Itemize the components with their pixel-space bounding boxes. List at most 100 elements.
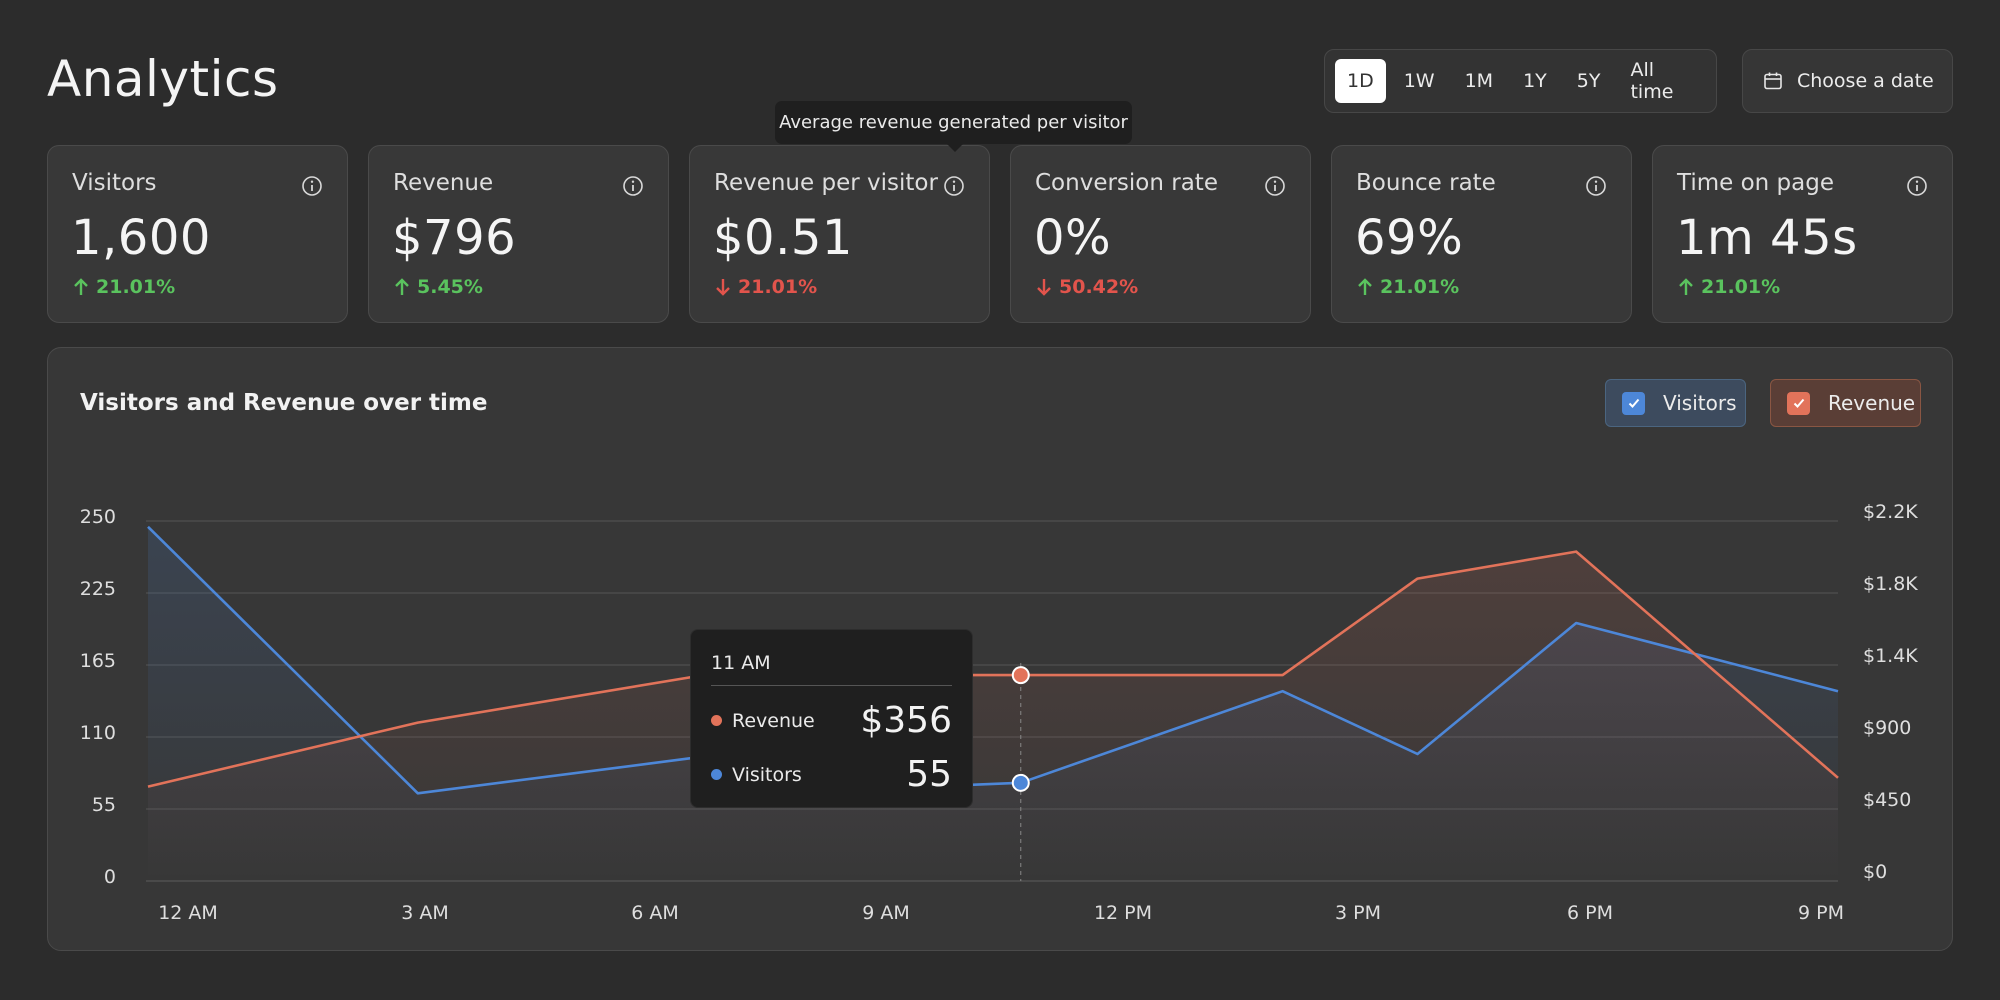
info-icon[interactable] (1264, 175, 1286, 197)
data-point-tooltip: 11 AM Revenue $356 Visitors 55 (690, 629, 973, 808)
y-right-tick-label: $1.8K (1863, 573, 1918, 595)
x-tick-label: 12 AM (158, 902, 218, 924)
line-chart[interactable]: 250 225 165 110 55 0 $2.2K $1.8K $1.4K $900 $450 $0… (48, 348, 1954, 952)
info-icon[interactable] (1906, 175, 1928, 197)
info-icon[interactable] (943, 175, 965, 197)
tooltip-visitors-label: Visitors (732, 763, 802, 786)
arrow-down-icon (714, 277, 732, 297)
x-tick-label: 9 PM (1798, 902, 1844, 924)
x-tick-label: 6 AM (631, 902, 679, 924)
chart-title: Visitors and Revenue over time (80, 390, 488, 416)
x-tick-label: 6 PM (1567, 902, 1613, 924)
tooltip-revenue-value: $356 (860, 700, 952, 741)
legend-visitors-label: Visitors (1663, 391, 1737, 415)
metric-label: Conversion rate (1035, 170, 1218, 196)
arrow-up-icon (1677, 277, 1695, 297)
range-button-1d[interactable]: 1D (1335, 59, 1386, 103)
y-left-tick-label: 225 (80, 578, 116, 600)
legend-revenue-label: Revenue (1828, 391, 1916, 415)
metric-delta-value: 50.42% (1059, 276, 1139, 298)
metric-cards: Visitors 1,600 21.01% Revenue $796 5.45% Reven… (47, 145, 1953, 323)
x-tick-label: 12 PM (1094, 902, 1152, 924)
metric-card-time-on-page: Time on page 1m 45s 21.01% (1652, 145, 1953, 323)
metric-label: Time on page (1677, 170, 1835, 196)
legend-toggle-revenue[interactable]: Revenue (1770, 379, 1921, 427)
y-left-tick-label: 165 (80, 650, 116, 672)
y-left-tick-label: 55 (92, 794, 116, 816)
tooltip-revenue-row: Revenue $356 (711, 700, 952, 741)
checkbox-checked-icon (1622, 391, 1645, 415)
y-left-tick-label: 110 (80, 722, 116, 744)
chart-card: Visitors and Revenue over time Visitors … (47, 347, 1953, 951)
metric-value: 1,600 (71, 210, 211, 266)
metric-card-revenue: Revenue $796 5.45% (368, 145, 669, 323)
arrow-up-icon (393, 277, 411, 297)
tooltip-visitors-value: 55 (906, 754, 952, 795)
metric-value: 0% (1034, 210, 1112, 266)
y-right-tick-label: $1.4K (1863, 645, 1918, 667)
tooltip-revenue-label: Revenue (732, 709, 815, 732)
metric-delta-value: 5.45% (417, 276, 483, 298)
choose-date-button[interactable]: Choose a date (1742, 49, 1953, 113)
tooltip-visitors-row: Visitors 55 (711, 754, 952, 795)
visitors-dot-icon (711, 769, 722, 780)
range-button-1w[interactable]: 1W (1403, 70, 1435, 92)
calendar-icon (1764, 72, 1782, 90)
metric-label: Visitors (72, 170, 157, 196)
revenue-hover-marker (1011, 666, 1030, 685)
range-button-5y[interactable]: 5Y (1576, 70, 1601, 92)
metric-card-bounce-rate: Bounce rate 69% 21.01% (1331, 145, 1632, 323)
y-right-tick-label: $2.2K (1863, 501, 1918, 523)
legend-toggle-visitors[interactable]: Visitors (1605, 379, 1746, 427)
revenue-area (148, 551, 1838, 881)
metric-delta: 21.01% (1356, 276, 1459, 298)
metric-value: 69% (1355, 210, 1464, 266)
tooltip-caret (947, 144, 963, 152)
metric-delta: 21.01% (72, 276, 175, 298)
metric-delta: 50.42% (1035, 276, 1138, 298)
range-button-1m[interactable]: 1M (1464, 70, 1494, 92)
info-tooltip: Average revenue generated per visitor (775, 101, 1132, 152)
metric-delta: 21.01% (1677, 276, 1780, 298)
metric-delta-value: 21.01% (1380, 276, 1460, 298)
info-icon[interactable] (301, 175, 323, 197)
x-tick-label: 9 AM (862, 902, 910, 924)
y-right-tick-label: $450 (1863, 789, 1911, 811)
metric-value: 1m 45s (1676, 210, 1858, 266)
info-tooltip-text: Average revenue generated per visitor (779, 112, 1128, 133)
revenue-dot-icon (711, 715, 722, 726)
metric-card-revenue-per-visitor: Revenue per visitor $0.51 21.01% (689, 145, 990, 323)
range-button-all-time[interactable]: All time (1630, 59, 1674, 103)
info-icon[interactable] (622, 175, 644, 197)
arrow-up-icon (1356, 277, 1374, 297)
metric-value: $0.51 (713, 210, 853, 266)
metric-label: Bounce rate (1356, 170, 1496, 196)
metric-delta-value: 21.01% (96, 276, 176, 298)
tooltip-divider (711, 685, 952, 686)
x-tick-label: 3 AM (401, 902, 449, 924)
visitors-hover-marker (1011, 773, 1030, 792)
tooltip-time: 11 AM (711, 652, 771, 674)
x-tick-label: 3 PM (1335, 902, 1381, 924)
metric-card-visitors: Visitors 1,600 21.01% (47, 145, 348, 323)
metric-value: $796 (392, 210, 517, 266)
y-left-tick-label: 250 (80, 506, 116, 528)
metric-delta: 21.01% (714, 276, 817, 298)
choose-date-label: Choose a date (1797, 70, 1934, 92)
revenue-line (147, 550, 1839, 788)
metric-card-conversion-rate: Conversion rate 0% 50.42% (1010, 145, 1311, 323)
time-range-selector: 1D 1W 1M 1Y 5Y All time (1324, 49, 1717, 113)
metric-delta: 5.45% (393, 276, 483, 298)
metric-delta-value: 21.01% (1701, 276, 1781, 298)
page-title: Analytics (47, 50, 279, 108)
y-right-tick-label: $0 (1863, 861, 1887, 883)
checkbox-checked-icon (1787, 391, 1810, 415)
range-button-1y[interactable]: 1Y (1523, 70, 1547, 92)
metric-delta-value: 21.01% (738, 276, 818, 298)
metric-label: Revenue (393, 170, 494, 196)
y-right-tick-label: $900 (1863, 717, 1911, 739)
info-icon[interactable] (1585, 175, 1607, 197)
y-left-tick-label: 0 (104, 866, 116, 888)
metric-label: Revenue per visitor (714, 170, 938, 196)
arrow-up-icon (72, 277, 90, 297)
